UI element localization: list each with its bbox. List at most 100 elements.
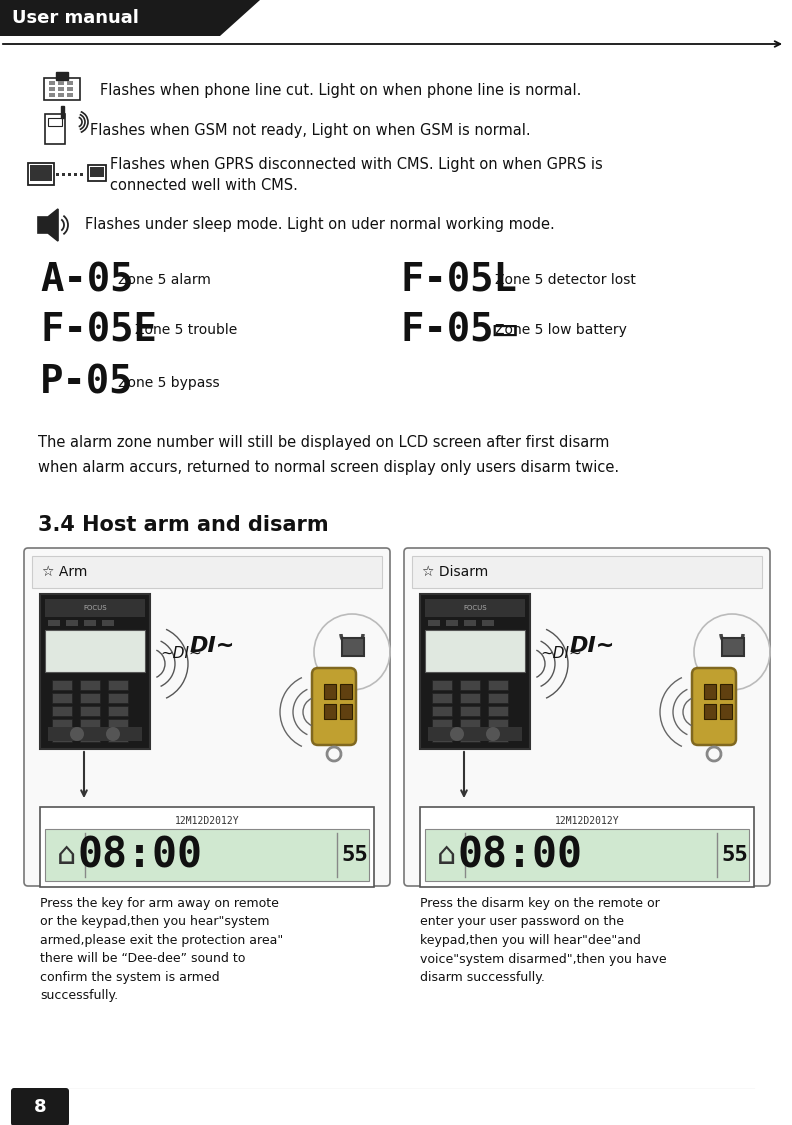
Text: F-05L: F-05L xyxy=(400,261,517,299)
Text: F-05E: F-05E xyxy=(40,310,157,349)
Circle shape xyxy=(70,727,84,741)
Bar xyxy=(49,87,55,91)
Bar xyxy=(45,114,65,144)
Polygon shape xyxy=(220,0,260,36)
Bar xyxy=(704,704,716,719)
Bar xyxy=(52,680,72,690)
Bar xyxy=(412,556,762,588)
Bar xyxy=(428,620,440,626)
Text: FOCUS: FOCUS xyxy=(463,605,487,611)
Text: User manual: User manual xyxy=(12,9,139,27)
Bar xyxy=(102,620,114,626)
Bar xyxy=(48,118,62,126)
Bar xyxy=(88,165,106,181)
Text: ⌂: ⌂ xyxy=(57,840,77,870)
Bar xyxy=(58,81,64,86)
Bar xyxy=(74,173,77,176)
Bar xyxy=(460,719,480,729)
Bar xyxy=(48,727,142,741)
Bar xyxy=(45,630,145,672)
Bar xyxy=(108,706,128,716)
Bar xyxy=(432,693,452,703)
Bar xyxy=(56,173,59,176)
Bar xyxy=(464,620,476,626)
Text: 8: 8 xyxy=(34,1098,46,1116)
Bar xyxy=(488,719,508,729)
Bar xyxy=(45,598,145,616)
Text: P-05: P-05 xyxy=(40,364,134,402)
Bar xyxy=(44,78,80,100)
Bar xyxy=(488,680,508,690)
Bar xyxy=(58,93,64,97)
Bar xyxy=(80,732,100,742)
Bar xyxy=(0,0,220,36)
Bar xyxy=(488,693,508,703)
Bar xyxy=(425,630,525,672)
Circle shape xyxy=(106,727,120,741)
Text: ⌂: ⌂ xyxy=(437,840,457,870)
Bar xyxy=(28,163,54,185)
Text: F-05▭: F-05▭ xyxy=(400,310,517,349)
Bar xyxy=(62,173,65,176)
Bar xyxy=(40,594,150,749)
Text: 3.4 Host arm and disarm: 3.4 Host arm and disarm xyxy=(38,515,329,536)
Text: Flashes when GSM not ready, Light on when GSM is normal.: Flashes when GSM not ready, Light on whe… xyxy=(90,123,531,137)
Bar xyxy=(420,807,754,887)
Text: Zone 5 alarm: Zone 5 alarm xyxy=(118,273,211,287)
Text: Flashes when phone line cut. Light on when phone line is normal.: Flashes when phone line cut. Light on wh… xyxy=(100,82,581,98)
Bar xyxy=(342,638,364,656)
Text: ~DI~: ~DI~ xyxy=(160,647,202,662)
Text: ☆ Disarm: ☆ Disarm xyxy=(422,565,488,579)
Bar xyxy=(324,684,336,699)
Bar xyxy=(432,680,452,690)
Circle shape xyxy=(450,727,464,741)
FancyBboxPatch shape xyxy=(692,668,736,745)
Bar xyxy=(52,706,72,716)
FancyBboxPatch shape xyxy=(11,1088,69,1125)
Bar xyxy=(52,693,72,703)
Bar xyxy=(66,620,78,626)
Bar xyxy=(48,620,60,626)
Bar xyxy=(108,719,128,729)
Bar xyxy=(460,732,480,742)
Text: 12M12D2012Y: 12M12D2012Y xyxy=(175,816,239,826)
Bar xyxy=(67,81,73,86)
Bar xyxy=(108,693,128,703)
Bar xyxy=(460,693,480,703)
Text: Zone 5 low battery: Zone 5 low battery xyxy=(495,323,627,338)
Bar xyxy=(67,93,73,97)
Text: DI~: DI~ xyxy=(570,636,615,656)
Text: 08:00: 08:00 xyxy=(458,834,582,876)
Bar xyxy=(45,829,369,881)
Bar xyxy=(420,594,530,749)
Polygon shape xyxy=(38,209,58,241)
Bar xyxy=(30,165,52,181)
Circle shape xyxy=(486,727,500,741)
Bar xyxy=(80,693,100,703)
Bar xyxy=(720,704,732,719)
Bar xyxy=(80,680,100,690)
Bar xyxy=(446,620,458,626)
Bar xyxy=(84,620,96,626)
Bar xyxy=(425,598,525,616)
Bar xyxy=(32,556,382,588)
Text: DI~: DI~ xyxy=(190,636,235,656)
Text: 55: 55 xyxy=(341,845,368,865)
Text: Flashes under sleep mode. Light on uder normal working mode.: Flashes under sleep mode. Light on uder … xyxy=(85,217,554,233)
Bar xyxy=(340,684,352,699)
Bar xyxy=(49,93,55,97)
Text: The alarm zone number will still be displayed on LCD screen after first disarm: The alarm zone number will still be disp… xyxy=(38,435,609,450)
Bar xyxy=(108,680,128,690)
Bar xyxy=(80,706,100,716)
Text: FOCUS: FOCUS xyxy=(83,605,107,611)
Bar xyxy=(340,704,352,719)
Bar xyxy=(67,87,73,91)
Bar xyxy=(80,719,100,729)
Text: A-05: A-05 xyxy=(40,261,134,299)
Bar xyxy=(432,719,452,729)
Text: Press the key for arm away on remote
or the keypad,then you hear"system
armed,pl: Press the key for arm away on remote or … xyxy=(40,897,284,1002)
Bar xyxy=(704,684,716,699)
Text: Zone 5 trouble: Zone 5 trouble xyxy=(135,323,238,338)
FancyBboxPatch shape xyxy=(404,548,770,886)
Bar xyxy=(90,166,104,177)
